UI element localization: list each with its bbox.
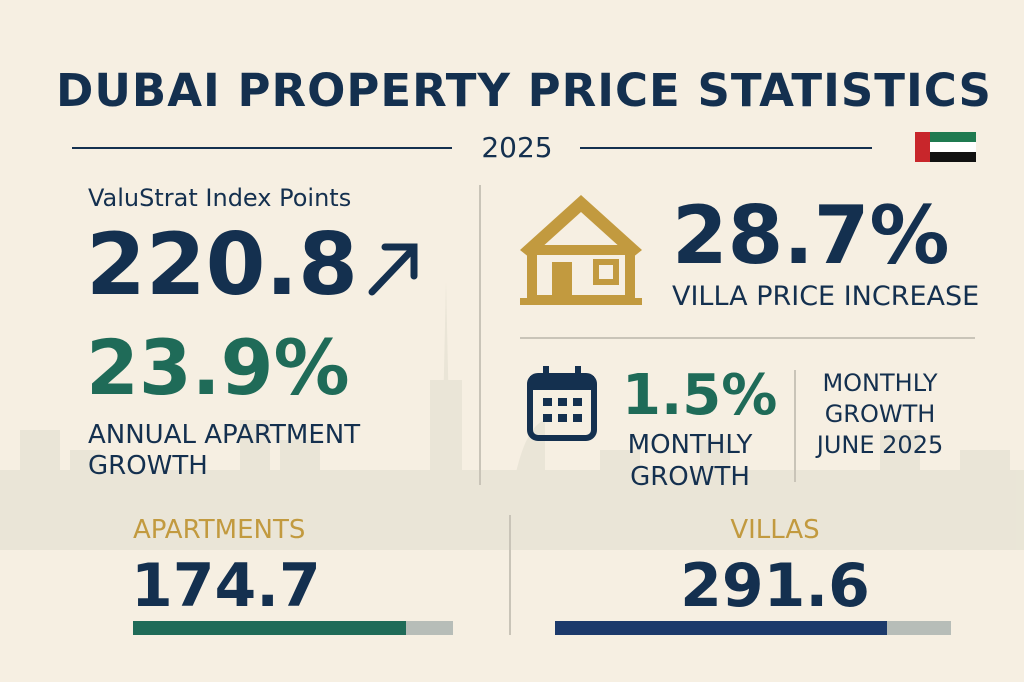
apartment-growth-value: 23.9% <box>86 323 350 412</box>
monthly-note: MONTHLY <box>822 369 938 397</box>
index-label: ValuStrat Index Points <box>88 184 352 212</box>
segment-value: 291.6 <box>680 551 870 621</box>
monthly-note: JUNE 2025 <box>816 431 944 459</box>
year: 2025 <box>481 131 553 164</box>
segment-name: VILLAS <box>730 515 820 545</box>
segment-name: APARTMENTS <box>133 515 306 545</box>
calendar-icon <box>527 366 597 441</box>
monthly-label: MONTHLY <box>627 430 753 460</box>
skyline <box>0 280 1024 550</box>
house-icon <box>520 195 642 305</box>
monthly-note: GROWTH <box>824 400 936 428</box>
uae-flag <box>915 132 976 162</box>
monthly-value: 1.5% <box>622 363 778 428</box>
villa-label: VILLA PRICE INCREASE <box>672 281 980 312</box>
title: DUBAI PROPERTY PRICE STATISTICS <box>56 64 992 117</box>
segment-value: 174.7 <box>131 551 321 621</box>
arrow-icon <box>368 243 418 296</box>
villa-value: 28.7% <box>672 189 950 282</box>
progress-bars <box>133 621 951 635</box>
apartment-growth-label: ANNUAL APARTMENT GROWTH <box>88 420 361 482</box>
index-value: 220.8 <box>86 215 359 315</box>
monthly-label: GROWTH <box>630 462 750 492</box>
